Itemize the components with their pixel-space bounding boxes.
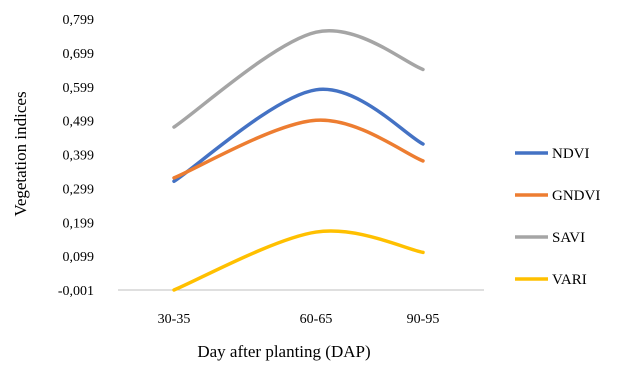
series-line-vari: [172, 229, 425, 292]
y-tick-label: 0,299: [63, 182, 95, 197]
x-tick-label: 90-95: [407, 312, 440, 327]
series-lines: [172, 29, 425, 292]
y-tick-label: 0,699: [63, 47, 95, 62]
legend-label-ndvi: NDVI: [552, 146, 590, 162]
y-tick-label: 0,799: [63, 13, 95, 28]
series-line-gndvi: [172, 118, 425, 180]
y-tick-label: 0,399: [63, 149, 95, 164]
y-tick-label: 0,599: [63, 81, 95, 96]
x-tick-label: 30-35: [158, 312, 191, 327]
x-axis-title: Day after planting (DAP): [197, 342, 370, 361]
y-tick-label: 0,099: [63, 250, 95, 265]
x-axis-ticks: 30-35 60-65 90-95: [158, 312, 440, 327]
legend-label-savi: SAVI: [552, 230, 585, 246]
legend-label-vari: VARI: [552, 272, 587, 288]
legend: NDVI GNDVI SAVI VARI: [515, 146, 600, 288]
y-axis-title: Vegetation indices: [11, 91, 30, 216]
series-line-savi: [172, 29, 425, 129]
x-tick-label: 60-65: [300, 312, 333, 327]
y-axis-ticks: -0,001 0,099 0,199 0,299 0,399 0,499 0,599 0,69…: [58, 13, 94, 299]
y-tick-label: -0,001: [58, 284, 94, 299]
y-tick-label: 0,199: [63, 216, 95, 231]
y-tick-label: 0,499: [63, 115, 95, 130]
series-line-ndvi: [172, 87, 425, 184]
legend-label-gndvi: GNDVI: [552, 188, 600, 204]
